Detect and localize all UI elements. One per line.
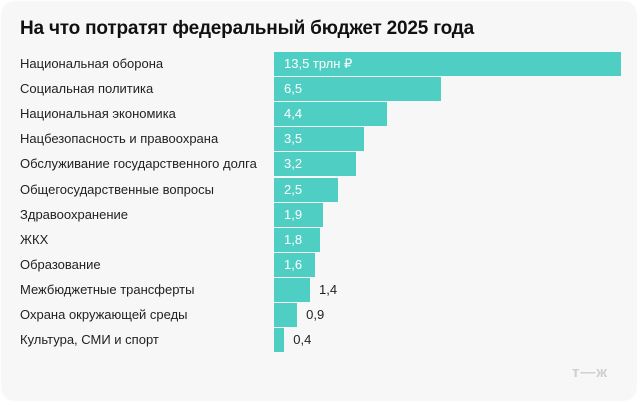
data-label: 13,5 трлн ₽	[284, 56, 353, 71]
category-label: Охрана окружающей среды	[20, 307, 188, 322]
bar	[274, 202, 323, 227]
category-label: ЖКХ	[20, 231, 49, 247]
category-label: Обслуживание государственного долга	[20, 156, 257, 172]
data-label: 0,9	[306, 307, 325, 322]
bar	[274, 328, 285, 353]
data-label: 1,4	[318, 281, 338, 297]
data-label: 0,4	[293, 332, 312, 348]
data-label: 1,9	[284, 206, 303, 222]
data-label: 4,4	[284, 106, 303, 122]
data-label: 1,8	[284, 231, 303, 247]
bar	[274, 127, 364, 152]
category-label: Нацбезопасность и правоохрана	[20, 131, 219, 147]
tzh-logo: т—ж	[572, 364, 608, 381]
category-label: Межбюджетные трансферты	[20, 281, 195, 297]
category-label: Социальная политика	[20, 81, 154, 97]
category-label: Национальная оборона	[20, 56, 164, 71]
bar	[274, 277, 310, 302]
category-label: Национальная экономика	[20, 106, 176, 122]
bar	[274, 177, 339, 202]
bar	[274, 52, 621, 76]
category-label: Здравоохранение	[20, 206, 129, 222]
data-label: 2,5	[284, 181, 303, 197]
data-label: 6,5	[284, 81, 303, 97]
bar	[274, 252, 316, 277]
bar	[274, 152, 357, 177]
category-label: Образование	[20, 256, 101, 272]
category-label: Культура, СМИ и спорт	[20, 332, 159, 348]
chart-card: На что потратят федеральный бюджет 2025 …	[2, 2, 636, 400]
data-label: 1,6	[284, 256, 303, 272]
category-label: Общегосударственные вопросы	[20, 181, 214, 197]
data-label: 3,5	[284, 131, 303, 147]
bar	[274, 102, 388, 127]
bar	[274, 303, 298, 327]
data-label: 3,2	[284, 156, 303, 172]
chart-title: На что потратят федеральный бюджет 2025 …	[20, 18, 475, 39]
bar	[274, 77, 442, 102]
bar	[274, 227, 321, 252]
